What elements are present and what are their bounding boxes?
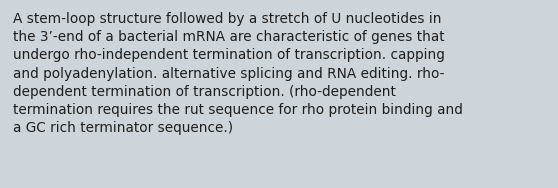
Text: A stem-loop structure followed by a stretch of U nucleotides in
the 3’-end of a : A stem-loop structure followed by a stre… [13, 12, 463, 135]
